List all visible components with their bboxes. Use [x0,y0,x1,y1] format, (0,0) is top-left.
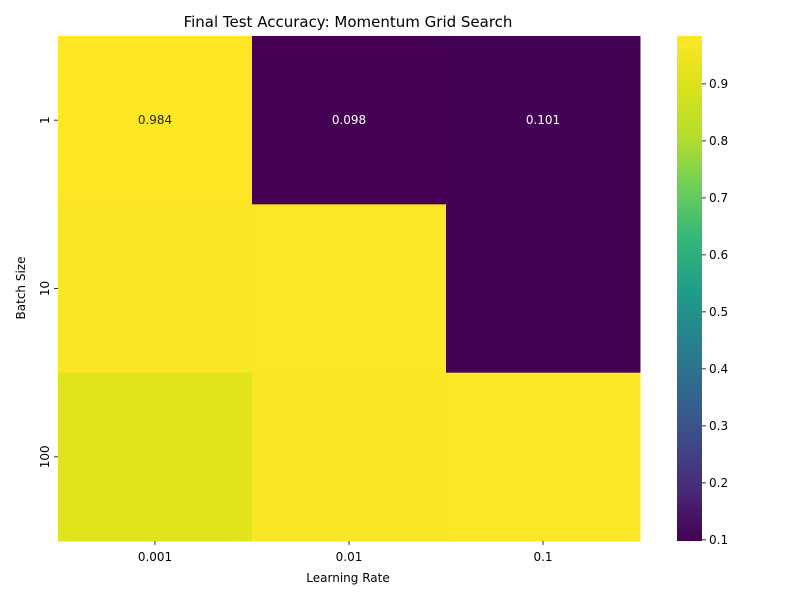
colorbar-tick-label: 0.2 [709,476,728,490]
y-tick-label: 1 [38,116,52,124]
colorbar [677,36,702,541]
heatmap-cell-r0-c2 [446,36,641,205]
colorbar-ticks: 0.1 0.2 0.3 0.4 0.5 0.6 0.7 0.8 0.9 [702,77,728,547]
heatmap-cell-r0-c1 [252,36,447,205]
chart-title: Final Test Accuracy: Momentum Grid Searc… [184,13,513,31]
heatmap-cell-r1-c2 [446,204,641,374]
x-tick-label: 0.01 [336,550,363,564]
heatmap-cell-r2-c0 [58,372,253,542]
x-tick-label: 0.001 [138,550,172,564]
x-axis-label: Learning Rate [306,571,389,585]
heatmap-cell-labels: 0.984 0.098 0.101 [138,113,560,127]
y-tick-label: 10 [38,281,52,296]
colorbar-tick-label: 0.9 [709,77,728,91]
y-axis-label: Batch Size [14,257,28,320]
x-tick-label: 0.1 [533,550,552,564]
heatmap-cells [58,36,641,542]
y-axis-ticks: 1 10 100 [38,116,58,468]
x-axis-ticks: 0.001 0.01 0.1 [138,541,553,564]
colorbar-tick-label: 0.4 [709,362,728,376]
colorbar-tick-label: 0.1 [709,533,728,547]
colorbar-tick-label: 0.3 [709,419,728,433]
colorbar-tick-label: 0.5 [709,305,728,319]
cell-value-label-r0-c2: 0.101 [526,113,560,127]
cell-value-label-r0-c0: 0.984 [138,113,172,127]
colorbar-tick-label: 0.6 [709,248,728,262]
heatmap-cell-r2-c1 [252,372,447,542]
colorbar-tick-label: 0.8 [709,134,728,148]
heatmap-cell-r0-c0 [58,36,253,205]
heatmap-cell-r2-c2 [446,372,641,542]
y-tick-label: 100 [38,445,52,468]
heatmap-cell-r1-c0 [58,204,253,374]
cell-value-label-r0-c1: 0.098 [332,113,366,127]
heatmap-cell-r1-c1 [252,204,447,374]
colorbar-tick-label: 0.7 [709,191,728,205]
